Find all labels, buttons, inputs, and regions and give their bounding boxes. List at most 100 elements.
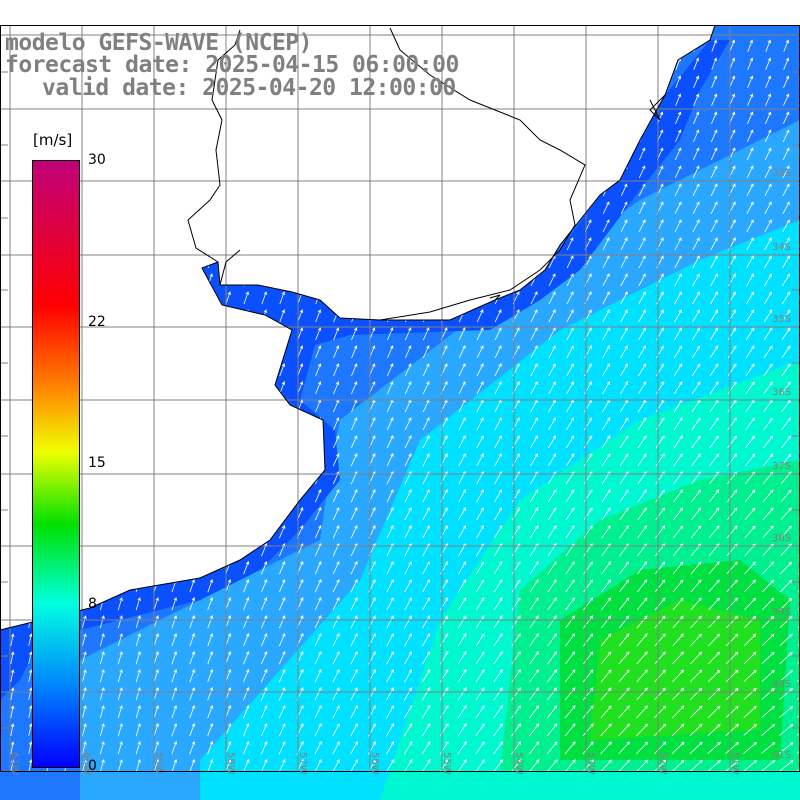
wind-arrow — [692, 183, 700, 197]
wind-arrow — [404, 561, 412, 575]
wind-arrow — [207, 291, 213, 305]
wind-arrow — [582, 705, 594, 719]
wind-arrow — [350, 597, 358, 611]
wind-arrow — [564, 741, 576, 755]
wind-arrow — [82, 219, 87, 233]
wind-arrow — [620, 255, 628, 269]
wind-arrow — [279, 309, 285, 323]
wind-arrow — [422, 363, 430, 377]
wind-arrow — [692, 309, 701, 323]
wind-arrow — [691, 345, 701, 359]
wind-arrow — [225, 273, 231, 287]
wind-arrow — [189, 255, 195, 269]
wind-arrow — [10, 255, 15, 268]
wind-arrow — [10, 93, 15, 106]
wind-arrow — [135, 417, 141, 431]
wind-arrow — [10, 615, 15, 628]
wind-arrow — [743, 669, 757, 682]
wind-arrow — [207, 435, 213, 449]
wind-arrow — [601, 417, 611, 431]
wind-arrow — [279, 327, 286, 341]
wind-arrow — [332, 704, 340, 719]
wind-arrow — [761, 615, 775, 629]
wind-arrow — [457, 758, 467, 773]
wind-arrow — [710, 201, 718, 215]
wind-arrow — [783, 93, 790, 106]
wind-arrow — [457, 633, 467, 647]
wind-arrow — [764, 129, 772, 143]
wind-arrow — [582, 651, 594, 665]
wind-arrow — [332, 614, 340, 629]
wind-arrow — [725, 651, 739, 665]
wind-arrow — [528, 741, 540, 755]
longitude-label: 57W — [297, 752, 308, 775]
wind-arrow — [458, 381, 466, 395]
wind-arrow — [207, 327, 213, 341]
wind-arrow — [171, 147, 177, 161]
wind-arrow — [639, 93, 646, 106]
wind-arrow — [261, 381, 268, 395]
wind-arrow — [314, 489, 322, 503]
wind-arrow — [10, 417, 15, 430]
wind-arrow — [117, 525, 123, 539]
wind-arrow — [386, 417, 394, 431]
wind-arrow — [423, 273, 430, 287]
wind-arrow — [457, 741, 467, 755]
wind-arrow — [602, 219, 610, 233]
wind-arrow — [278, 633, 286, 647]
wind-arrow — [261, 633, 268, 647]
wind-arrow — [153, 561, 159, 575]
wind-arrow — [618, 633, 630, 647]
wind-arrow — [261, 417, 268, 431]
wind-arrow — [459, 147, 466, 161]
wind-arrow — [727, 453, 738, 467]
wind-arrow — [675, 39, 681, 52]
wind-arrow — [350, 561, 358, 575]
wind-arrow — [135, 291, 141, 305]
wind-arrow — [100, 183, 105, 197]
wind-arrow — [746, 255, 754, 269]
wind-arrow — [421, 704, 431, 719]
wind-arrow — [583, 561, 593, 575]
wind-arrow — [511, 651, 521, 665]
wind-arrow — [601, 507, 611, 521]
wind-arrow — [405, 201, 412, 215]
wind-arrow — [710, 255, 718, 269]
wind-arrow — [673, 507, 684, 521]
wind-arrow — [745, 291, 755, 305]
wind-arrow — [243, 633, 250, 647]
wind-arrow — [315, 363, 322, 377]
wind-arrow — [351, 201, 357, 215]
wind-arrow — [708, 489, 720, 503]
wind-arrow — [279, 255, 285, 269]
wind-arrow — [153, 759, 159, 773]
wind-arrow — [350, 758, 358, 773]
wind-arrow — [439, 704, 449, 719]
wind-arrow — [566, 363, 574, 377]
wind-arrow — [548, 201, 556, 215]
wind-arrow — [582, 759, 594, 773]
wind-arrow — [764, 183, 772, 197]
wind-arrow — [565, 489, 575, 503]
wind-arrow — [475, 615, 485, 629]
wind-arrow — [225, 129, 231, 143]
wind-arrow — [493, 561, 503, 575]
wind-arrow — [494, 381, 502, 395]
wind-arrow — [260, 722, 268, 737]
wind-arrow — [351, 273, 358, 287]
wind-arrow — [530, 309, 538, 323]
wind-arrow — [638, 201, 646, 215]
wind-arrow — [261, 201, 267, 215]
wind-arrow — [315, 237, 321, 251]
wind-arrow — [243, 201, 249, 215]
wind-arrow — [725, 723, 739, 736]
wind-arrow — [764, 165, 772, 179]
wind-arrow — [117, 219, 123, 233]
wind-arrow — [10, 435, 15, 448]
wind-arrow — [458, 507, 466, 521]
wind-arrow — [350, 525, 358, 539]
wind-arrow — [315, 129, 321, 143]
wind-arrow — [279, 363, 286, 377]
wind-arrow — [10, 165, 15, 178]
